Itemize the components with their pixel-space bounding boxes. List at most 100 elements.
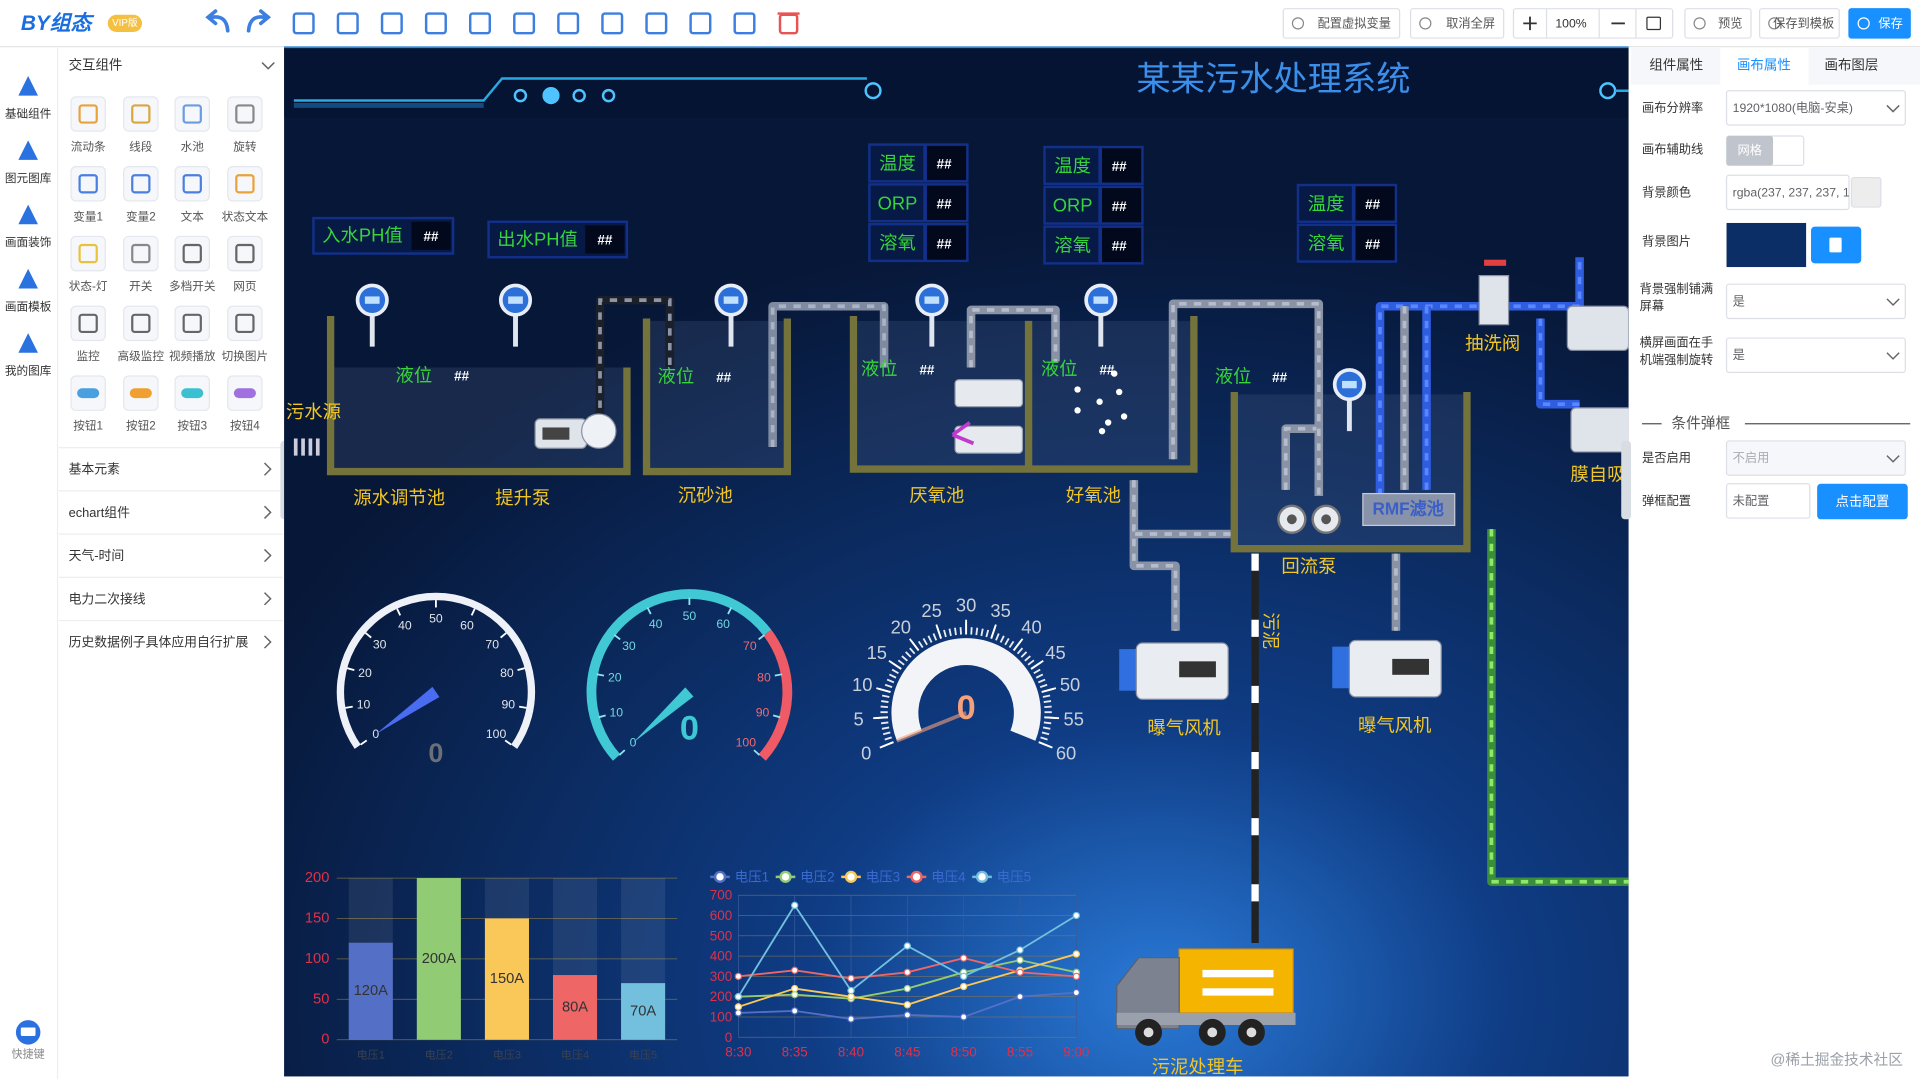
- sidebar-label[interactable]: 图元图库: [5, 171, 52, 185]
- component-label[interactable]: 开关: [129, 279, 153, 293]
- component-icon-bg[interactable]: [174, 305, 210, 342]
- button-label[interactable]: 取消全屏: [1446, 15, 1495, 30]
- legend-label[interactable]: 电压3: [866, 869, 900, 884]
- sidebar-label[interactable]: 画面装饰: [5, 235, 52, 249]
- gauge-tick: [908, 638, 920, 652]
- component-icon-bg[interactable]: [123, 305, 159, 342]
- probe-screen: [723, 296, 739, 304]
- component-label[interactable]: 按钮3: [177, 419, 207, 433]
- component-icon-bg[interactable]: [123, 166, 159, 202]
- component-icon-bg[interactable]: [70, 96, 106, 132]
- sensor-label-bg: [868, 183, 926, 223]
- color-picker[interactable]: [1850, 177, 1882, 208]
- sidebar-label[interactable]: 我的图库: [5, 364, 52, 378]
- component-label[interactable]: 切换图片: [222, 349, 269, 363]
- gauge-minor-tick: [932, 633, 938, 641]
- button-bg[interactable]: [1684, 8, 1752, 39]
- component-label[interactable]: 文本: [181, 209, 205, 223]
- component-icon-bg[interactable]: [70, 166, 106, 202]
- component-item: 变量1: [70, 166, 106, 223]
- button-label[interactable]: 保存: [1878, 16, 1902, 30]
- button-label[interactable]: 保存到模板: [1773, 16, 1834, 30]
- component-label[interactable]: 变量1: [73, 209, 103, 223]
- sidebar-label[interactable]: 画面模板: [5, 299, 52, 313]
- group-label[interactable]: 电力二次接线: [69, 591, 146, 606]
- component-label[interactable]: 视频播放: [169, 349, 216, 363]
- shortcut-label[interactable]: 快捷键: [12, 1046, 45, 1060]
- component-label[interactable]: 按钮4: [230, 419, 260, 433]
- group-label[interactable]: 历史数据例子具体应用自行扩展: [69, 634, 249, 649]
- input-box[interactable]: [1725, 174, 1850, 211]
- component-icon-bg[interactable]: [123, 235, 159, 272]
- panel-bg: [58, 47, 283, 1079]
- group-label[interactable]: 基本元素: [69, 462, 121, 477]
- return-pump-core: [1286, 514, 1297, 525]
- blower-fins: [1332, 646, 1352, 689]
- popup-button[interactable]: [1817, 483, 1908, 520]
- component-icon-bg[interactable]: [70, 235, 106, 272]
- button-bg[interactable]: [1848, 8, 1911, 39]
- process-label: 污泥: [1261, 612, 1282, 649]
- component-label[interactable]: 水池: [181, 141, 205, 154]
- component-label[interactable]: 网页: [233, 280, 256, 293]
- tool-icon: [246, 9, 272, 33]
- component-label[interactable]: 高级监控: [118, 349, 165, 363]
- component-label[interactable]: 流动条: [71, 140, 106, 154]
- input-box[interactable]: [1725, 283, 1906, 320]
- component-label[interactable]: 旋转: [233, 140, 257, 154]
- component-icon-bg[interactable]: [227, 305, 263, 342]
- gauge-tick: [1038, 741, 1053, 749]
- component-label[interactable]: 变量2: [126, 209, 156, 223]
- input-box[interactable]: [1725, 440, 1906, 476]
- component-label[interactable]: 按钮1: [73, 419, 103, 433]
- group-label[interactable]: 天气-时间: [69, 548, 125, 563]
- process-label: 提升泵: [495, 487, 550, 508]
- tab[interactable]: 组件属性: [1649, 58, 1703, 73]
- input-box[interactable]: [1725, 337, 1906, 373]
- component-icon-bg[interactable]: [123, 96, 159, 132]
- component-label[interactable]: 状态-灯: [69, 279, 108, 293]
- component-icon-bg[interactable]: [227, 235, 263, 272]
- pipe-flow: [770, 304, 886, 448]
- component-label[interactable]: 多档开关: [169, 279, 216, 293]
- component-label[interactable]: 按钮2: [126, 419, 156, 433]
- component-icon-bg[interactable]: [227, 96, 263, 132]
- zoom-value[interactable]: 100%: [1555, 16, 1586, 30]
- button-label[interactable]: 配置虚拟变量: [1318, 15, 1391, 30]
- component-label[interactable]: 状态文本: [222, 209, 269, 223]
- popup-button-label[interactable]: 点击配置: [1836, 494, 1890, 509]
- level-label: 液位: [396, 364, 433, 385]
- gauge-minor-tick: [985, 629, 990, 638]
- gauge-tick: [774, 673, 783, 677]
- group-header[interactable]: 交互组件: [69, 57, 123, 73]
- group-label[interactable]: echart组件: [69, 505, 131, 520]
- component-icon-bg[interactable]: [227, 166, 263, 202]
- component-icon-bg[interactable]: [174, 166, 210, 202]
- property-label: 横屏画面在手机端强制旋转: [1639, 336, 1714, 368]
- button-bg[interactable]: [1758, 8, 1840, 39]
- component-icon-bg[interactable]: [70, 305, 106, 342]
- button-bg[interactable]: [1512, 8, 1674, 39]
- button-bg[interactable]: [1282, 8, 1401, 39]
- component-icon-bg[interactable]: [174, 235, 210, 272]
- tool-icon: [557, 12, 580, 35]
- process-label: 源水调节池: [353, 487, 445, 508]
- button-label[interactable]: 预览: [1718, 15, 1742, 30]
- legend-label[interactable]: 电压1: [735, 869, 769, 884]
- component-icon-bg[interactable]: [174, 96, 210, 132]
- button-bg[interactable]: [1410, 8, 1505, 39]
- tab[interactable]: 画布图层: [1825, 58, 1879, 73]
- toggle-label[interactable]: 网格: [1738, 143, 1762, 158]
- legend-label[interactable]: 电压4: [931, 869, 966, 884]
- legend-label[interactable]: 电压2: [800, 869, 834, 884]
- component-label[interactable]: 线段: [129, 140, 153, 154]
- input-box[interactable]: [1725, 483, 1811, 519]
- input-box[interactable]: [1725, 90, 1906, 126]
- scroll-tab[interactable]: [1621, 440, 1632, 520]
- tab[interactable]: 画布属性: [1737, 58, 1791, 73]
- component-label[interactable]: 监控: [77, 349, 101, 363]
- ph-value: ##: [597, 233, 612, 248]
- legend-label[interactable]: 电压5: [997, 869, 1031, 884]
- sidebar-label[interactable]: 基础组件: [5, 106, 52, 120]
- gauge-tick: [1012, 638, 1024, 652]
